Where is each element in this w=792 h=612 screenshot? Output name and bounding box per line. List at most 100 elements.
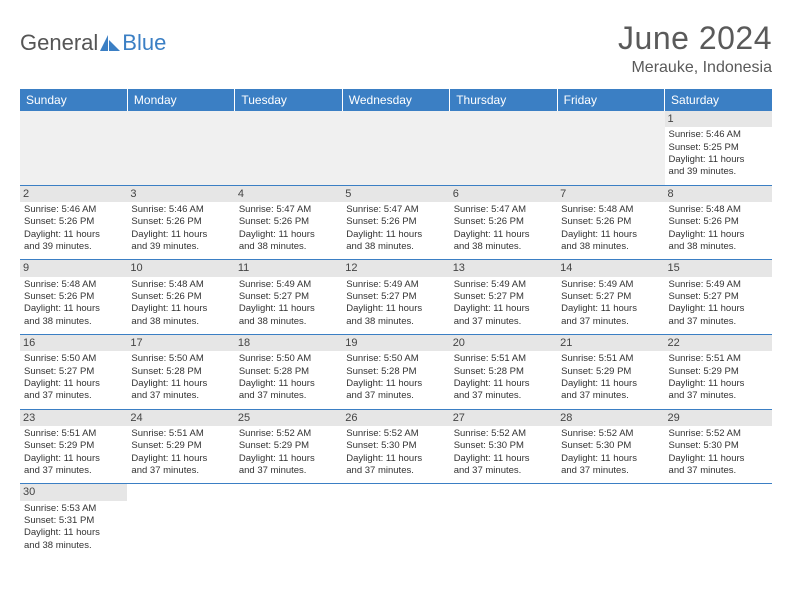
daylight-text: and 37 minutes. (131, 465, 230, 477)
sunrise-text: Sunrise: 5:50 AM (239, 353, 338, 365)
calendar-cell (127, 111, 234, 185)
brand-part2: Blue (122, 30, 166, 56)
sunrise-text: Sunrise: 5:52 AM (346, 428, 445, 440)
daylight-text: Daylight: 11 hours (346, 378, 445, 390)
daylight-text: Daylight: 11 hours (24, 527, 123, 539)
title-block: June 2024 Merauke, Indonesia (618, 20, 772, 77)
day-number: 6 (450, 186, 557, 202)
daylight-text: Daylight: 11 hours (24, 229, 123, 241)
calendar-cell: 8Sunrise: 5:48 AMSunset: 5:26 PMDaylight… (665, 185, 772, 260)
sunrise-text: Sunrise: 5:52 AM (669, 428, 768, 440)
calendar-cell: 20Sunrise: 5:51 AMSunset: 5:28 PMDayligh… (450, 335, 557, 410)
daylight-text: Daylight: 11 hours (131, 378, 230, 390)
daylight-text: Daylight: 11 hours (346, 303, 445, 315)
day-number: 26 (342, 410, 449, 426)
calendar-cell: 26Sunrise: 5:52 AMSunset: 5:30 PMDayligh… (342, 409, 449, 484)
daylight-text: and 37 minutes. (669, 465, 768, 477)
day-number: 27 (450, 410, 557, 426)
daylight-text: Daylight: 11 hours (561, 229, 660, 241)
sunrise-text: Sunrise: 5:49 AM (454, 279, 553, 291)
calendar-cell: 12Sunrise: 5:49 AMSunset: 5:27 PMDayligh… (342, 260, 449, 335)
daylight-text: and 37 minutes. (24, 390, 123, 402)
sunset-text: Sunset: 5:26 PM (561, 216, 660, 228)
calendar-week: 2Sunrise: 5:46 AMSunset: 5:26 PMDaylight… (20, 185, 772, 260)
calendar-cell: 18Sunrise: 5:50 AMSunset: 5:28 PMDayligh… (235, 335, 342, 410)
day-number: 25 (235, 410, 342, 426)
sunrise-text: Sunrise: 5:51 AM (669, 353, 768, 365)
daylight-text: Daylight: 11 hours (669, 154, 768, 166)
day-number: 22 (665, 335, 772, 351)
month-title: June 2024 (618, 20, 772, 57)
sunrise-text: Sunrise: 5:52 AM (561, 428, 660, 440)
daylight-text: and 37 minutes. (669, 316, 768, 328)
weekday-header: Monday (127, 89, 234, 111)
calendar-cell: 28Sunrise: 5:52 AMSunset: 5:30 PMDayligh… (557, 409, 664, 484)
calendar-cell (342, 484, 449, 558)
weekday-header: Wednesday (342, 89, 449, 111)
day-number: 20 (450, 335, 557, 351)
daylight-text: Daylight: 11 hours (669, 453, 768, 465)
calendar-cell: 5Sunrise: 5:47 AMSunset: 5:26 PMDaylight… (342, 185, 449, 260)
location-label: Merauke, Indonesia (618, 59, 772, 77)
sunrise-text: Sunrise: 5:48 AM (131, 279, 230, 291)
daylight-text: Daylight: 11 hours (454, 453, 553, 465)
calendar-cell: 13 Sunrise: 5:49 AMSunset: 5:27 PMDayligh… (450, 260, 557, 335)
calendar-cell: 25Sunrise: 5:52 AMSunset: 5:29 PMDayligh… (235, 409, 342, 484)
calendar-cell (235, 484, 342, 558)
day-number: 5 (342, 186, 449, 202)
day-number: 15 (665, 260, 772, 276)
daylight-text: and 39 minutes. (24, 241, 123, 253)
sunset-text: Sunset: 5:27 PM (24, 366, 123, 378)
sunrise-text: Sunrise: 5:51 AM (454, 353, 553, 365)
sunset-text: Sunset: 5:26 PM (239, 216, 338, 228)
sunrise-text: Sunrise: 5:51 AM (131, 428, 230, 440)
calendar-cell (235, 111, 342, 185)
daylight-text: Daylight: 11 hours (454, 229, 553, 241)
daylight-text: and 38 minutes. (669, 241, 768, 253)
day-number: 7 (557, 186, 664, 202)
sunset-text: Sunset: 5:27 PM (454, 291, 553, 303)
sunrise-text: Sunrise: 5:47 AM (454, 204, 553, 216)
daylight-text: and 38 minutes. (239, 316, 338, 328)
calendar-table: SundayMondayTuesdayWednesdayThursdayFrid… (20, 89, 772, 558)
calendar-cell: 17Sunrise: 5:50 AMSunset: 5:28 PMDayligh… (127, 335, 234, 410)
sunrise-text: Sunrise: 5:49 AM (239, 279, 338, 291)
day-number: 13 (450, 260, 557, 276)
sunrise-text: Sunrise: 5:46 AM (131, 204, 230, 216)
day-number: 16 (20, 335, 127, 351)
sail-icon (100, 35, 120, 51)
sunrise-text: Sunrise: 5:50 AM (131, 353, 230, 365)
daylight-text: Daylight: 11 hours (454, 378, 553, 390)
sunset-text: Sunset: 5:28 PM (239, 366, 338, 378)
day-number: 9 (20, 260, 127, 276)
sunrise-text: Sunrise: 5:49 AM (561, 279, 660, 291)
calendar-cell: 15Sunrise: 5:49 AMSunset: 5:27 PMDayligh… (665, 260, 772, 335)
daylight-text: and 38 minutes. (454, 241, 553, 253)
daylight-text: and 37 minutes. (239, 390, 338, 402)
calendar-cell: 16Sunrise: 5:50 AMSunset: 5:27 PMDayligh… (20, 335, 127, 410)
sunset-text: Sunset: 5:29 PM (561, 366, 660, 378)
daylight-text: Daylight: 11 hours (239, 229, 338, 241)
daylight-text: and 37 minutes. (131, 390, 230, 402)
calendar-cell: 2Sunrise: 5:46 AMSunset: 5:26 PMDaylight… (20, 185, 127, 260)
calendar-cell: 11Sunrise: 5:49 AMSunset: 5:27 PMDayligh… (235, 260, 342, 335)
day-number: 12 (342, 260, 449, 276)
calendar-head: SundayMondayTuesdayWednesdayThursdayFrid… (20, 89, 772, 111)
sunrise-text: Sunrise: 5:49 AM (346, 279, 445, 291)
brand-logo: General Blue (20, 20, 166, 56)
sunset-text: Sunset: 5:30 PM (561, 440, 660, 452)
daylight-text: Daylight: 11 hours (454, 303, 553, 315)
day-number: 23 (20, 410, 127, 426)
daylight-text: Daylight: 11 hours (131, 229, 230, 241)
calendar-cell (557, 111, 664, 185)
calendar-week: 1Sunrise: 5:46 AMSunset: 5:25 PMDaylight… (20, 111, 772, 185)
daylight-text: and 38 minutes. (131, 316, 230, 328)
sunrise-text: Sunrise: 5:53 AM (24, 503, 123, 515)
daylight-text: and 38 minutes. (346, 241, 445, 253)
calendar-cell: 1Sunrise: 5:46 AMSunset: 5:25 PMDaylight… (665, 111, 772, 185)
day-number: 30 (20, 484, 127, 500)
daylight-text: Daylight: 11 hours (561, 453, 660, 465)
sunrise-text: Sunrise: 5:48 AM (669, 204, 768, 216)
sunrise-text: Sunrise: 5:49 AM (669, 279, 768, 291)
daylight-text: and 37 minutes. (346, 465, 445, 477)
